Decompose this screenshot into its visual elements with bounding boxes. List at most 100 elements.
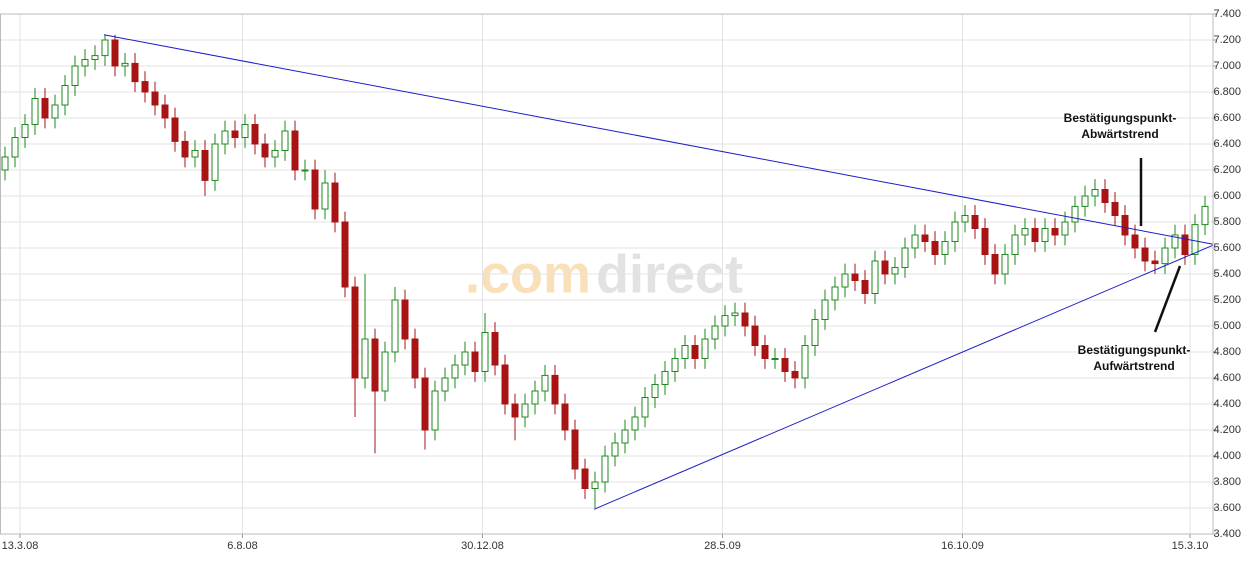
y-tick-label: 6.200 bbox=[1213, 164, 1241, 176]
y-tick-label: 6.800 bbox=[1213, 86, 1241, 98]
candle-body bbox=[221, 130, 229, 145]
candle-body bbox=[121, 62, 129, 67]
y-tick-label: 7.000 bbox=[1213, 60, 1241, 72]
candle-body bbox=[941, 241, 949, 255]
x-tick-label: 6.8.08 bbox=[227, 540, 258, 552]
candle-body bbox=[351, 286, 359, 379]
candle-body bbox=[1161, 247, 1169, 265]
candle-body bbox=[191, 150, 199, 158]
y-tick-label: 6.000 bbox=[1213, 190, 1241, 202]
candle-body bbox=[931, 241, 939, 255]
candle-body bbox=[601, 455, 609, 483]
y-tick-label: 4.000 bbox=[1213, 450, 1241, 462]
candle-body bbox=[431, 390, 439, 431]
trendline bbox=[593, 244, 1213, 510]
candle-body bbox=[71, 65, 79, 86]
candle-body bbox=[111, 39, 119, 67]
y-tick-label: 5.400 bbox=[1213, 268, 1241, 280]
annotation-pointer bbox=[1153, 265, 1182, 333]
candle-body bbox=[341, 221, 349, 288]
candle-body bbox=[531, 390, 539, 405]
candle-body bbox=[51, 104, 59, 119]
candle-body bbox=[301, 169, 309, 172]
candle-body bbox=[581, 468, 589, 489]
y-tick-label: 5.600 bbox=[1213, 242, 1241, 254]
candle-body bbox=[831, 286, 839, 301]
candle-body bbox=[841, 273, 849, 288]
candle-body bbox=[621, 429, 629, 444]
candle-body bbox=[1191, 224, 1199, 256]
candle-body bbox=[1141, 247, 1149, 262]
candle-body bbox=[1, 156, 9, 171]
y-tick-label: 6.400 bbox=[1213, 138, 1241, 150]
candle-body bbox=[921, 234, 929, 242]
candle-body bbox=[331, 182, 339, 223]
candle-body bbox=[791, 371, 799, 379]
candle-body bbox=[671, 358, 679, 372]
annotation-text: Bestätigungspunkt- bbox=[1078, 343, 1191, 357]
candle-body bbox=[211, 143, 219, 181]
candle-body bbox=[1061, 221, 1069, 236]
candle-body bbox=[161, 104, 169, 119]
candle-body bbox=[391, 299, 399, 353]
candle-body bbox=[281, 130, 289, 151]
candle-body bbox=[861, 280, 869, 294]
candle-body bbox=[251, 124, 259, 145]
candle-body bbox=[1051, 228, 1059, 236]
candle-body bbox=[11, 137, 19, 158]
candle-body bbox=[1031, 228, 1039, 242]
candle-body bbox=[851, 273, 859, 281]
candle-body bbox=[951, 221, 959, 242]
candle-body bbox=[261, 143, 269, 158]
candle-body bbox=[241, 124, 249, 138]
candle-body bbox=[291, 130, 299, 171]
candle-body bbox=[381, 351, 389, 392]
candle-body bbox=[801, 345, 809, 379]
candle-body bbox=[881, 260, 889, 275]
x-tick-label: 16.10.09 bbox=[941, 540, 984, 552]
candle-body bbox=[1131, 234, 1139, 249]
y-tick-label: 4.400 bbox=[1213, 398, 1241, 410]
x-tick-label: 30.12.08 bbox=[461, 540, 504, 552]
candle-body bbox=[151, 91, 159, 106]
candle-body bbox=[811, 319, 819, 346]
candle-body bbox=[661, 371, 669, 385]
x-tick-label: 13.3.08 bbox=[2, 540, 39, 552]
candle-body bbox=[81, 59, 89, 67]
candle-body bbox=[741, 312, 749, 327]
candle-body bbox=[681, 345, 689, 359]
y-tick-label: 5.200 bbox=[1213, 294, 1241, 306]
annotation-text: Aufwärtstrend bbox=[1093, 359, 1174, 373]
y-tick-label: 3.800 bbox=[1213, 476, 1241, 488]
candle-body bbox=[471, 351, 479, 372]
candle-body bbox=[101, 39, 109, 57]
candle-body bbox=[731, 312, 739, 317]
candle-body bbox=[701, 338, 709, 359]
trendline bbox=[103, 34, 1213, 245]
candle-body bbox=[871, 260, 879, 294]
candle-body bbox=[31, 98, 39, 125]
candle-body bbox=[501, 364, 509, 405]
candle-body bbox=[1081, 195, 1089, 207]
candle-body bbox=[1171, 234, 1179, 249]
candle-body bbox=[991, 254, 999, 275]
candle-body bbox=[141, 81, 149, 93]
y-tick-label: 5.800 bbox=[1213, 216, 1241, 228]
candle-body bbox=[541, 374, 549, 392]
annotation-text: Bestätigungspunkt- bbox=[1064, 111, 1177, 125]
candle-body bbox=[591, 481, 599, 489]
candle-body bbox=[641, 397, 649, 418]
y-tick-label: 3.600 bbox=[1213, 502, 1241, 514]
y-tick-label: 7.400 bbox=[1213, 8, 1241, 20]
candle-body bbox=[561, 403, 569, 431]
x-tick-label: 15.3.10 bbox=[1172, 540, 1209, 552]
candle-body bbox=[451, 364, 459, 379]
candle-body bbox=[1121, 215, 1129, 236]
candle-body bbox=[651, 384, 659, 398]
y-tick-label: 7.200 bbox=[1213, 34, 1241, 46]
y-tick-label: 5.000 bbox=[1213, 320, 1241, 332]
candle-body bbox=[771, 358, 779, 360]
candle-body bbox=[821, 299, 829, 320]
candle-body bbox=[401, 299, 409, 340]
